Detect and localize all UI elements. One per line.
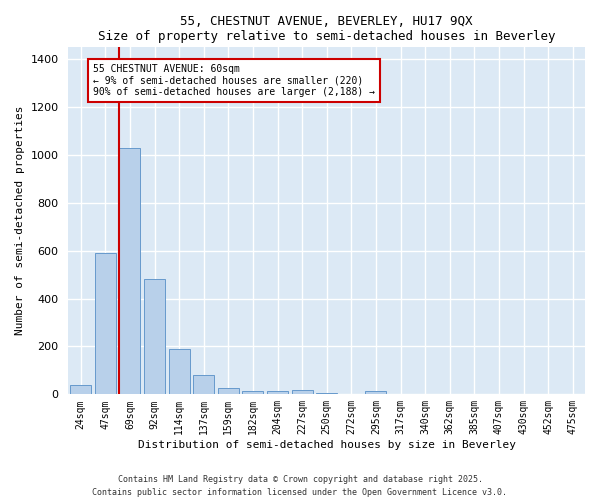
Bar — [316, 393, 337, 394]
Title: 55, CHESTNUT AVENUE, BEVERLEY, HU17 9QX
Size of property relative to semi-detach: 55, CHESTNUT AVENUE, BEVERLEY, HU17 9QX … — [98, 15, 556, 43]
Bar — [70, 385, 91, 394]
Bar — [242, 390, 263, 394]
Bar — [292, 390, 313, 394]
Y-axis label: Number of semi-detached properties: Number of semi-detached properties — [15, 106, 25, 336]
Bar — [169, 349, 190, 395]
Bar — [267, 390, 288, 394]
Text: Contains HM Land Registry data © Crown copyright and database right 2025.
Contai: Contains HM Land Registry data © Crown c… — [92, 476, 508, 497]
Bar — [218, 388, 239, 394]
Bar — [144, 280, 165, 394]
Bar — [95, 253, 116, 394]
Bar — [365, 390, 386, 394]
Bar — [193, 375, 214, 394]
X-axis label: Distribution of semi-detached houses by size in Beverley: Distribution of semi-detached houses by … — [138, 440, 516, 450]
Bar — [119, 148, 140, 394]
Text: 55 CHESTNUT AVENUE: 60sqm
← 9% of semi-detached houses are smaller (220)
90% of : 55 CHESTNUT AVENUE: 60sqm ← 9% of semi-d… — [93, 64, 375, 97]
